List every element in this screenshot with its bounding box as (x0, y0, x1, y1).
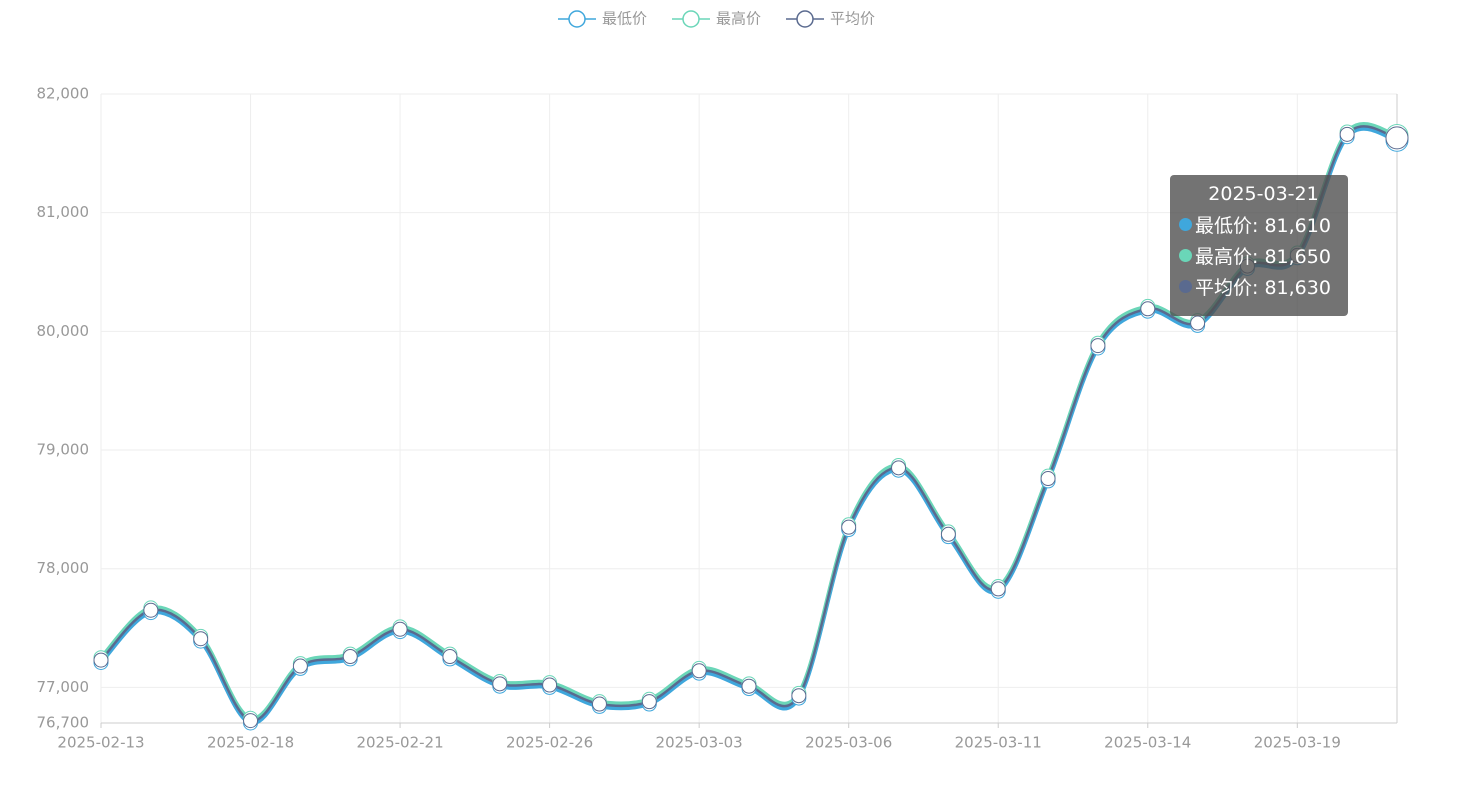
y-tick-label: 76,700 (37, 714, 90, 732)
y-tick-label: 81,000 (37, 203, 90, 221)
data-point (342, 649, 358, 665)
data-point (392, 621, 408, 637)
data-point (1385, 126, 1409, 150)
data-point (93, 652, 109, 668)
legend-symbol (568, 10, 586, 28)
tooltip-row: 平均价: 81,630 (1179, 271, 1348, 302)
data-point (791, 688, 807, 704)
legend-label: 最高价 (716, 10, 761, 28)
tooltip-title: 2025-03-21 (1208, 183, 1319, 205)
y-tick-label: 77,000 (37, 678, 90, 696)
data-point (1190, 315, 1206, 331)
data-point (1040, 471, 1056, 487)
x-tick-label: 2025-02-21 (356, 734, 443, 752)
data-point (891, 460, 907, 476)
data-point (193, 631, 209, 647)
data-point (243, 713, 259, 729)
y-tick-label: 78,000 (37, 559, 90, 577)
data-point (990, 581, 1006, 597)
legend-label: 平均价 (830, 10, 875, 28)
x-tick-label: 2025-03-03 (656, 734, 743, 752)
x-tick-label: 2025-03-14 (1104, 734, 1191, 752)
tooltip-row: 最高价: 81,650 (1179, 240, 1348, 271)
data-point (591, 696, 607, 712)
data-point (841, 519, 857, 535)
data-point (1140, 301, 1156, 317)
data-point (442, 649, 458, 665)
y-tick-label: 82,000 (37, 85, 90, 103)
data-point (143, 602, 159, 618)
data-point (1339, 126, 1355, 142)
data-point (492, 676, 508, 692)
legend-symbol (796, 10, 814, 28)
data-point (691, 663, 707, 679)
x-tick-label: 2025-02-13 (57, 734, 144, 752)
data-point (741, 678, 757, 694)
tooltip-dot (1179, 280, 1192, 293)
tooltip-dot (1179, 249, 1192, 262)
legend-label: 最低价 (602, 10, 647, 28)
tooltip: 2025-03-21 最低价: 81,610 最高价: 81,650 平均价: 81… (1170, 175, 1348, 316)
data-point (940, 526, 956, 542)
tooltip-text: 最高价: 81,650 (1195, 246, 1331, 268)
data-point (292, 658, 308, 674)
x-tick-label: 2025-03-19 (1254, 734, 1341, 752)
data-point (1090, 338, 1106, 354)
x-tick-label: 2025-03-11 (955, 734, 1042, 752)
data-point (641, 694, 657, 710)
tooltip-row: 最低价: 81,610 (1179, 209, 1348, 240)
x-tick-label: 2025-02-26 (506, 734, 593, 752)
y-tick-label: 79,000 (37, 441, 90, 459)
tooltip-dot (1179, 218, 1192, 231)
x-tick-label: 2025-02-18 (207, 734, 294, 752)
x-tick-label: 2025-03-06 (805, 734, 892, 752)
tooltip-text: 平均价: 81,630 (1195, 277, 1331, 299)
legend-symbol (682, 10, 700, 28)
tooltip-text: 最低价: 81,610 (1195, 215, 1331, 237)
data-point (542, 677, 558, 693)
y-tick-label: 80,000 (37, 322, 90, 340)
